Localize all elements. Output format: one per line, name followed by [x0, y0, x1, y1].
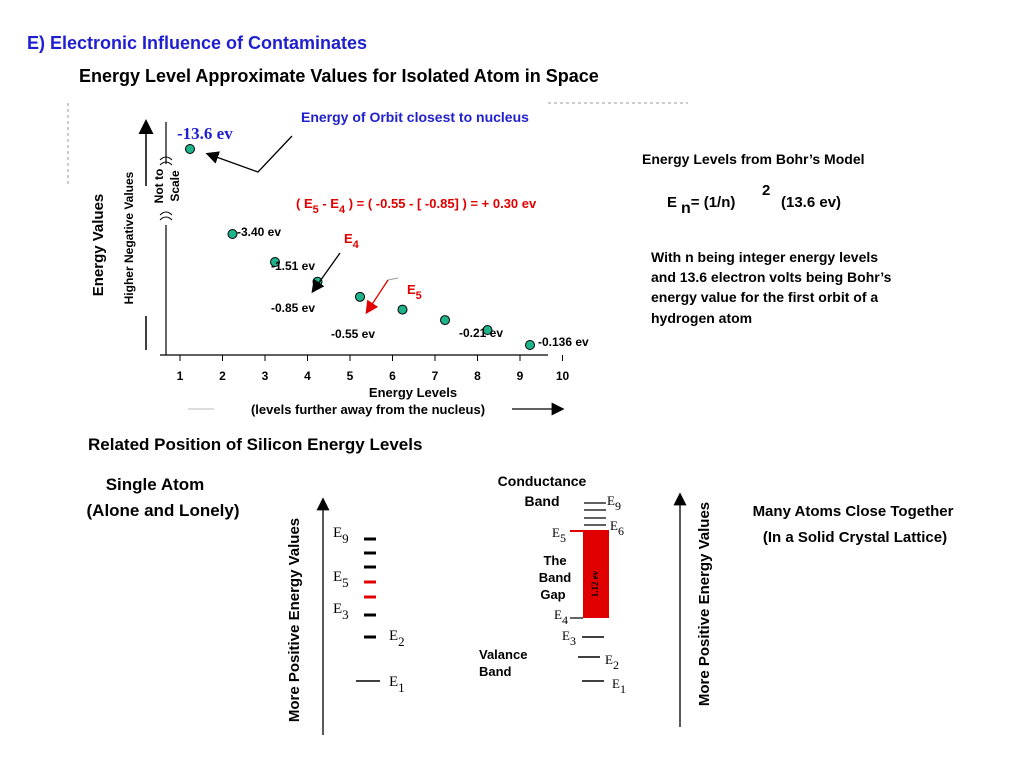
top-value-label: -13.6 ev [177, 124, 233, 143]
right-energy-axis-label: More Positive Energy Values [696, 502, 713, 706]
point-label-3-40: -3.40 ev [237, 225, 281, 239]
data-point [440, 315, 450, 326]
left-e1-label: E1 [389, 674, 405, 695]
x-tick-label: 4 [304, 369, 311, 383]
conductance-sublabel: Band [525, 493, 560, 509]
x-axis-sublabel: (levels further away from the nucleus) [251, 402, 485, 417]
bohr-desc-1: With n being integer energy levels [651, 249, 878, 265]
left-e5-label: E5 [333, 569, 349, 590]
many-atoms-sublabel: (In a Solid Crystal Lattice) [763, 529, 947, 546]
bohr-desc-2: and 13.6 electron volts being Bohr’s [651, 269, 892, 285]
x-tick-label: 2 [219, 369, 226, 383]
left-energy-axis-label: More Positive Energy Values [286, 518, 303, 722]
point-label-0-21: -0.21 ev [459, 326, 503, 340]
x-tick-label: 5 [347, 369, 354, 383]
x-tick-label: 8 [474, 369, 481, 383]
energy-difference-equation: ( E5 - E4 ) = ( -0.55 - [ -0.85] ) = + 0… [296, 196, 537, 216]
e4-arrow [311, 252, 341, 294]
right-e5-label: E5 [552, 525, 566, 545]
band-gap-label-1: The [543, 553, 566, 568]
right-e2-label: E2 [605, 652, 619, 672]
band-gap-bar [583, 530, 609, 618]
point-label-0-55: -0.55 ev [331, 327, 375, 341]
valance-label: Valance [479, 647, 527, 662]
left-e9-label: E9 [333, 525, 349, 546]
right-e3-label: E3 [562, 628, 576, 648]
x-tick-label: 10 [556, 369, 570, 383]
x-tick-label: 7 [432, 369, 439, 383]
crystal-levels [570, 502, 606, 682]
x-axis-label: Energy Levels [369, 385, 457, 400]
left-e2-label: E2 [389, 628, 405, 649]
band-gap-value: 1.12 ev [590, 570, 600, 597]
x-ticks: 1 2 3 4 5 6 7 8 9 10 [177, 355, 570, 383]
left-e3-label: E3 [333, 601, 349, 622]
data-point [482, 325, 493, 336]
silicon-title: Related Position of Silicon Energy Level… [88, 435, 422, 454]
data-point [525, 340, 535, 350]
data-point [397, 304, 408, 315]
orbit-note: Energy of Orbit closest to nucleus [301, 109, 529, 125]
main-title: Energy Level Approximate Values for Isol… [79, 66, 599, 86]
axis-break-bottom [159, 211, 173, 221]
bohr-value: (13.6 ev) [781, 194, 841, 211]
y-axis-label: Energy Values [90, 194, 107, 297]
x-tick-label: 3 [262, 369, 269, 383]
right-e1-label: E1 [612, 676, 626, 696]
single-atom-label: Single Atom [106, 475, 205, 494]
point-label-0-85: -0.85 ev [271, 301, 315, 315]
conductance-label: Conductance [498, 473, 587, 489]
orbit-arrow [205, 135, 293, 173]
single-atom-levels [356, 537, 380, 682]
point-label-1-51: -1.51 ev [271, 259, 315, 273]
band-gap-label-3: Gap [540, 587, 565, 602]
x-tick-label: 9 [517, 369, 524, 383]
bohr-desc-4: hydrogen atom [651, 310, 752, 326]
not-to-scale-1: Not to [152, 169, 166, 204]
x-tick-label: 1 [177, 369, 184, 383]
data-points [185, 144, 535, 350]
many-atoms-label: Many Atoms Close Together [753, 503, 954, 520]
band-gap-label-2: Band [539, 570, 572, 585]
right-e6-label: E6 [610, 518, 624, 538]
bohr-exponent: 2 [762, 182, 770, 199]
point-label-0-136: -0.136 ev [538, 335, 589, 349]
e4-label: E4 [344, 231, 360, 251]
e5-arrow [365, 279, 389, 315]
e5-arrow-tail [387, 277, 399, 281]
valance-sublabel: Band [479, 664, 512, 679]
bohr-desc-3: energy value for the first orbit of a [651, 289, 878, 305]
bohr-title: Energy Levels from Bohr’s Model [642, 151, 865, 167]
data-point [355, 291, 365, 302]
section-title: E) Electronic Influence of Contaminates [27, 33, 368, 53]
data-point [185, 144, 195, 154]
y-axis-sublabel: Higher Negative Values [122, 171, 136, 304]
single-atom-sublabel: (Alone and Lonely) [87, 501, 240, 520]
right-e4-label: E4 [554, 607, 568, 627]
e5-label: E5 [407, 282, 422, 302]
right-e9-label: E9 [607, 493, 621, 513]
not-to-scale-2: Scale [168, 170, 182, 202]
data-point [227, 229, 238, 239]
data-point [270, 256, 280, 267]
axis-break-top [159, 156, 173, 166]
x-tick-label: 6 [389, 369, 396, 383]
